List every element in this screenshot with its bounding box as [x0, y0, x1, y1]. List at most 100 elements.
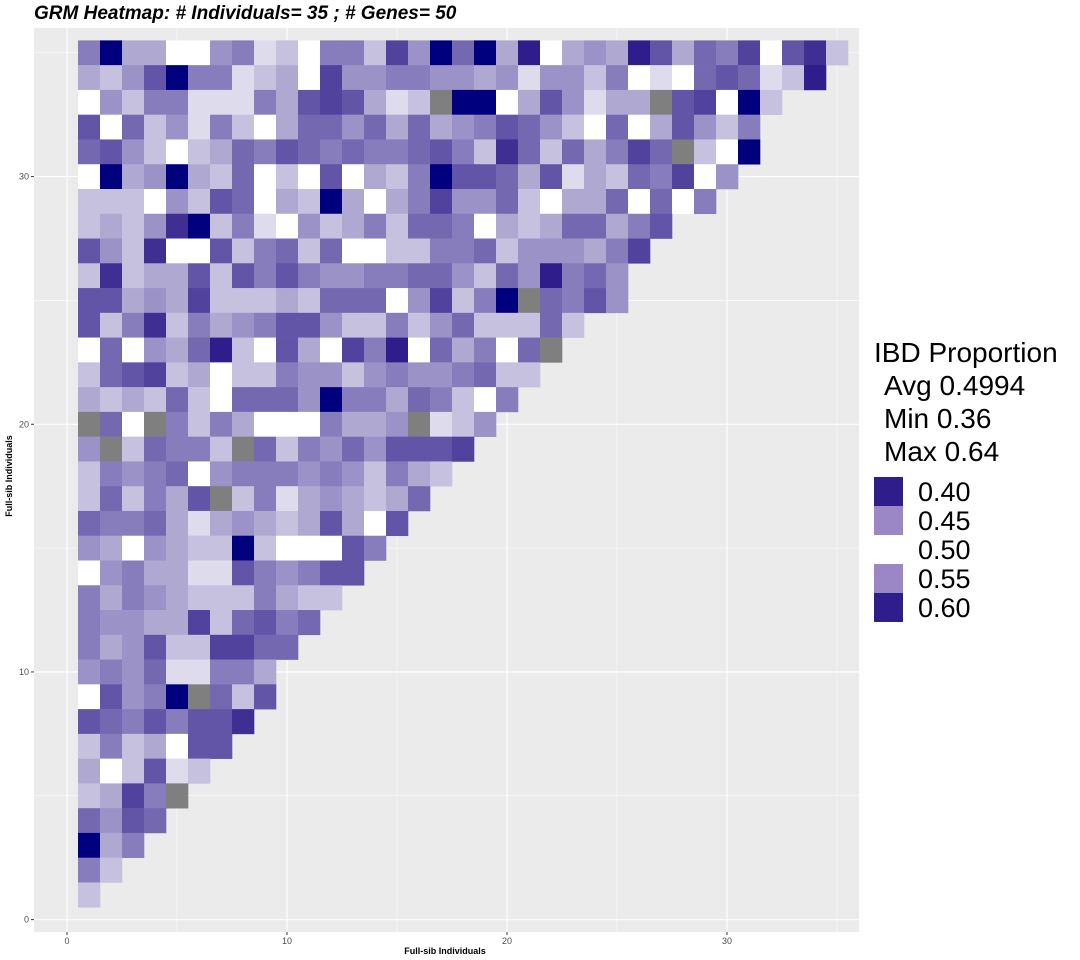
heatmap-cell: 0.5 — [100, 114, 123, 140]
heatmap-cell: NA — [672, 139, 695, 165]
heatmap-cell: 0.54 — [210, 40, 233, 66]
heatmap-cell: 0.54 — [122, 461, 145, 487]
heatmap-cell: 0.52 — [78, 362, 101, 388]
heatmap-cell: 0.56 — [298, 114, 321, 140]
heatmap-cell: 0.56 — [276, 634, 299, 660]
heatmap-cell: 0.53 — [100, 585, 123, 611]
heatmap-cell: 0.55 — [166, 89, 189, 115]
legend-title: IBD Proportion — [874, 337, 1058, 368]
heatmap-cell: 0.52 — [496, 362, 519, 388]
legend-key-label: 0.50 — [918, 535, 971, 565]
heatmap-cell: 0.51 — [562, 164, 585, 190]
heatmap-cell: 0.53 — [100, 634, 123, 660]
heatmap-cell: 0.44 — [144, 436, 167, 462]
heatmap-cell: 0.56 — [122, 114, 145, 140]
heatmap-cell: 0.5 — [760, 40, 783, 66]
heatmap-cell: 0.52 — [518, 188, 541, 215]
heatmap-cell: 0.5 — [298, 535, 321, 561]
heatmap-cell: 0.52 — [452, 387, 475, 413]
heatmap-cell: 0.57 — [144, 65, 167, 91]
heatmap-cell: 0.36 — [738, 89, 761, 115]
heatmap-cell: 0.52 — [144, 114, 167, 140]
heatmap-cell: 0.53 — [210, 510, 233, 537]
heatmap-cell: 0.53 — [584, 188, 607, 215]
heatmap-cell: 0.54 — [320, 486, 343, 512]
heatmap-cell: 0.5 — [276, 411, 299, 437]
heatmap-cell: 0.45 — [364, 387, 387, 413]
heatmap-cell: 0.42 — [144, 362, 167, 388]
heatmap-cell: 0.55 — [144, 89, 167, 115]
heatmap-cell: 0.52 — [166, 312, 189, 338]
heatmap-cell: 0.53 — [188, 362, 211, 388]
legend-key-label: 0.40 — [918, 477, 971, 507]
heatmap-cell: 0.36 — [474, 89, 497, 115]
heatmap-cell: 0.57 — [188, 733, 211, 759]
heatmap-cell: 0.43 — [210, 733, 233, 759]
heatmap-cell: 0.36 — [78, 832, 101, 858]
heatmap-cell: 0.52 — [232, 238, 255, 264]
heatmap-cell: 0.5 — [210, 362, 233, 388]
heatmap-cell: 0.58 — [694, 89, 717, 115]
y-tick-label: 30 — [19, 172, 29, 182]
heatmap-cell: 0.55 — [78, 634, 101, 660]
heatmap-cell: 0.56 — [408, 486, 431, 512]
heatmap-cell: 0.56 — [100, 486, 123, 512]
heatmap-cell: 0.57 — [144, 709, 167, 735]
x-tick-label: 30 — [722, 936, 732, 946]
heatmap-cell: 0.53 — [166, 263, 189, 289]
heatmap-cell: 0.53 — [496, 40, 519, 66]
heatmap-cell: 0.44 — [452, 312, 475, 338]
heatmap-cell: 0.57 — [144, 634, 167, 660]
heatmap-cell: 0.55 — [232, 213, 255, 239]
heatmap-cell: 0.56 — [694, 40, 717, 66]
heatmap-cell: 0.53 — [628, 89, 651, 115]
heatmap-cell: 0.53 — [188, 164, 211, 190]
heatmap-cell: 0.5 — [188, 238, 211, 264]
heatmap-cell: 0.57 — [320, 510, 343, 537]
heatmap-cell: 0.52 — [78, 461, 101, 487]
heatmap-cell: 0.56 — [78, 808, 101, 834]
heatmap-cell: 0.54 — [298, 461, 321, 487]
heatmap-cell: NA — [650, 89, 673, 115]
heatmap-cell: 0.53 — [650, 114, 673, 140]
heatmap-cell: 0.52 — [78, 188, 101, 215]
legend-key-label: 0.60 — [918, 593, 971, 623]
heatmap-cell: 0.43 — [430, 436, 453, 462]
heatmap-cell: 0.5 — [540, 40, 563, 66]
heatmap-cell: 0.5 — [298, 411, 321, 437]
heatmap-cell: 0.53 — [364, 89, 387, 115]
heatmap-cell: 0.53 — [342, 213, 365, 239]
heatmap-cell: 0.57 — [452, 164, 475, 190]
heatmap-cell: 0.55 — [320, 461, 343, 487]
heatmap-cell: 0.53 — [166, 288, 189, 314]
heatmap-cell: 0.5 — [364, 238, 387, 264]
heatmap-cell: 0.56 — [276, 387, 299, 413]
heatmap-cell: 0.56 — [298, 139, 321, 165]
y-tick-label: 0 — [24, 915, 29, 925]
heatmap-cell: 0.55 — [210, 411, 233, 437]
heatmap-cell: 0.53 — [562, 40, 585, 66]
heatmap-cell: 0.5 — [320, 337, 343, 363]
heatmap-cell: 0.41 — [804, 40, 827, 66]
heatmap-cell: 0.43 — [122, 362, 145, 388]
heatmap-cell: 0.53 — [100, 832, 123, 858]
heatmap-cell: 0.54 — [408, 362, 431, 388]
heatmap-cell: 0.57 — [320, 560, 343, 586]
heatmap-cell: 0.52 — [78, 882, 101, 908]
heatmap-cell: 0.53 — [584, 139, 607, 165]
heatmap-cell: 0.36 — [320, 387, 343, 413]
heatmap-cell: 0.52 — [122, 188, 145, 215]
heatmap-cell: 0.52 — [100, 188, 123, 215]
heatmap-cell: 0.52 — [100, 387, 123, 413]
heatmap-cell: 0.52 — [144, 387, 167, 413]
heatmap-cell: 0.5 — [496, 89, 519, 115]
heatmap-cell: 0.54 — [298, 213, 321, 239]
x-tick-label: 0 — [64, 936, 69, 946]
legend-key — [874, 593, 903, 622]
heatmap-cell: 0.54 — [122, 684, 145, 710]
heatmap-cell: 0.56 — [518, 337, 541, 363]
heatmap-cell: 0.53 — [540, 213, 563, 239]
heatmap-cell: 0.54 — [364, 436, 387, 462]
heatmap-cell: 0.5 — [716, 139, 739, 165]
heatmap-cell: 0.55 — [166, 709, 189, 735]
